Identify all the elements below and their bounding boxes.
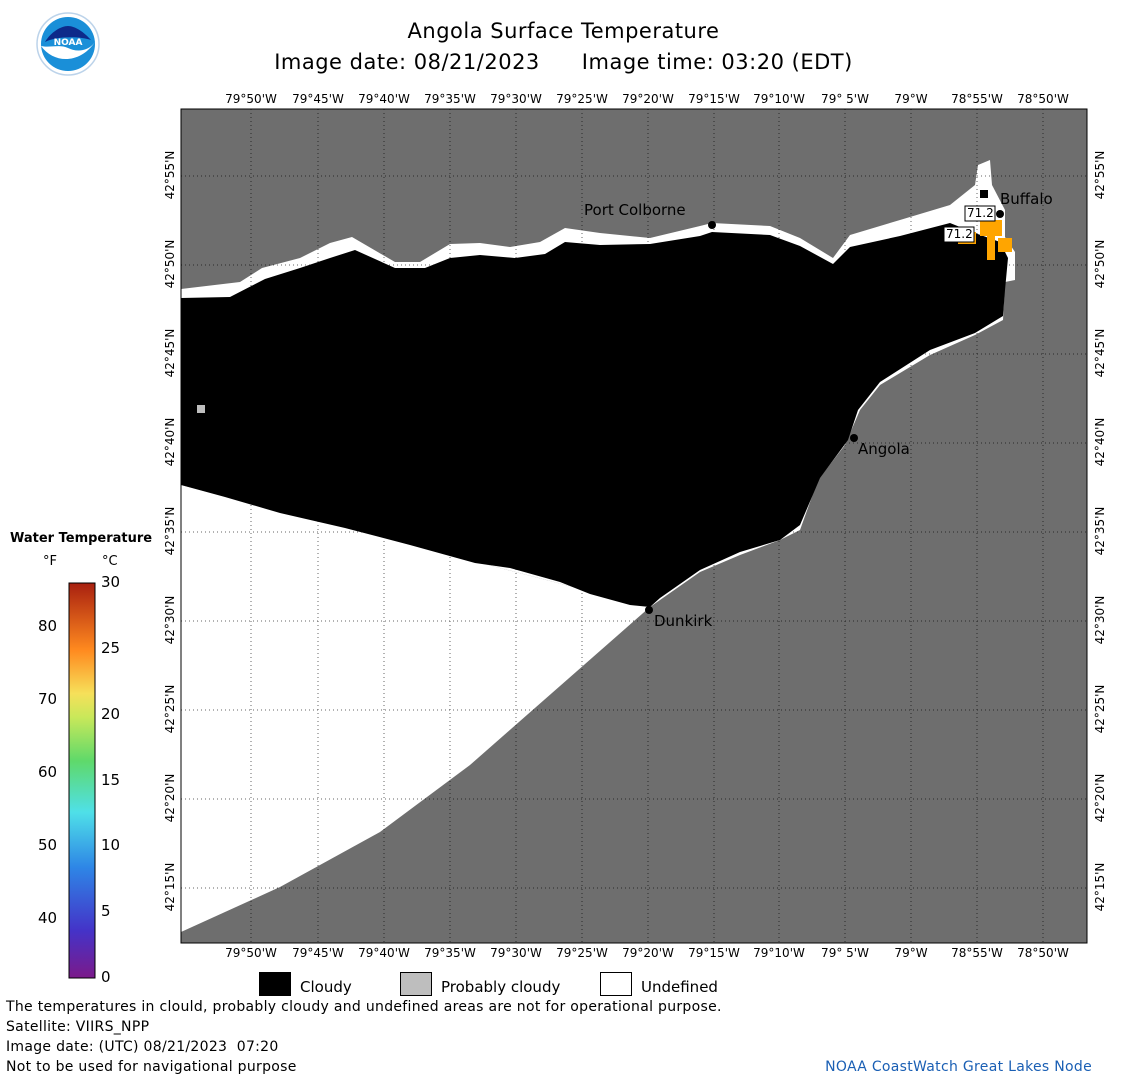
color-bar-f-tick: 50 <box>38 836 58 855</box>
lon-tick-label-top: 79°20'W <box>622 92 674 106</box>
footer-nav: Not to be used for navigational purpose <box>6 1059 297 1075</box>
color-bar-f-tick: 70 <box>38 690 58 709</box>
lat-tick-label-left: 42°30'N <box>163 595 177 645</box>
lon-tick-label-bottom: 79°35'W <box>424 946 476 960</box>
color-bar-f-tick: 80 <box>38 616 58 635</box>
lon-tick-label-bottom: 79°50'W <box>225 946 277 960</box>
lat-tick-label-right: 42°20'N <box>1093 773 1107 823</box>
lat-tick-label-right: 42°55'N <box>1093 150 1107 200</box>
legend-unit-f: °F <box>43 554 57 569</box>
lon-tick-label-top: 79°10'W <box>753 92 805 106</box>
lon-tick-label-bottom: 79°20'W <box>622 946 674 960</box>
probably-cloudy-pixel <box>197 405 205 413</box>
footer-note: The temperatures in clould, probably clo… <box>6 999 722 1015</box>
map-title: Angola Surface Temperature <box>407 19 720 43</box>
lon-tick-label-top: 79°40'W <box>358 92 410 106</box>
lat-tick-label-left: 42°40'N <box>163 417 177 467</box>
place-port-colborne: Port Colborne <box>584 201 686 219</box>
lon-tick-label-bottom: 79°45'W <box>292 946 344 960</box>
lon-tick-label-bottom: 79°30'W <box>490 946 542 960</box>
lat-tick-label-left: 42°15'N <box>163 862 177 912</box>
lat-tick-label-left: 42°35'N <box>163 506 177 556</box>
legend-title: Water Temperature <box>10 531 153 546</box>
color-bar-c-tick: 20 <box>101 704 121 723</box>
color-bar-c-tick: 30 <box>101 573 121 591</box>
image-date: Image date: 08/21/2023 <box>274 50 540 74</box>
color-bar-f-tick: 40 <box>38 909 58 928</box>
noaa-logo: NOAA <box>36 12 100 76</box>
lon-tick-label-top: 78°50'W <box>1017 92 1069 106</box>
color-bar-c-tick: 25 <box>101 638 121 657</box>
svg-text:NOAA: NOAA <box>54 38 83 48</box>
footer-credit: NOAA CoastWatch Great Lakes Node <box>825 1059 1092 1075</box>
lat-tick-label-right: 42°45'N <box>1093 328 1107 378</box>
image-time: Image time: 03:20 (EDT) <box>581 50 853 74</box>
color-bar <box>68 582 96 979</box>
lat-tick-label-left: 42°25'N <box>163 684 177 734</box>
footer-utc-date: Image date: (UTC) 08/21/2023 07:20 <box>6 1039 279 1055</box>
lon-tick-label-bottom: 78°50'W <box>1017 946 1069 960</box>
lat-tick-label-right: 42°30'N <box>1093 595 1107 645</box>
lon-tick-label-top: 79°35'W <box>424 92 476 106</box>
color-bar-c-tick: 5 <box>101 902 111 921</box>
dunkirk-marker <box>645 606 653 614</box>
lon-tick-label-bottom: 79° 5'W <box>821 946 869 960</box>
lon-tick-label-top: 78°55'W <box>951 92 1003 106</box>
temp-label-box-2 <box>943 226 975 243</box>
lon-tick-label-bottom: 79°W <box>894 946 928 960</box>
lon-tick-label-top: 79°15'W <box>688 92 740 106</box>
color-bar-c-tick: 10 <box>101 836 121 855</box>
map-frame <box>180 108 1088 944</box>
buffalo-marker <box>996 210 1004 218</box>
undefined-area <box>181 485 650 932</box>
lon-tick-label-top: 79°25'W <box>556 92 608 106</box>
lat-tick-label-right: 42°35'N <box>1093 506 1107 556</box>
lon-tick-label-top: 79°W <box>894 92 928 106</box>
probably-cloudy-swatch <box>400 972 432 996</box>
footer-satellite: Satellite: VIIRS_NPP <box>6 1019 150 1035</box>
lon-tick-label-top: 79°30'W <box>490 92 542 106</box>
lat-tick-label-left: 42°20'N <box>163 773 177 823</box>
legend-unit-c: °C <box>102 554 118 569</box>
lon-tick-label-bottom: 79°25'W <box>556 946 608 960</box>
lat-tick-label-right: 42°50'N <box>1093 239 1107 289</box>
grid-lines <box>181 109 1087 943</box>
undefined-label: Undefined <box>641 978 718 996</box>
place-angola: Angola <box>858 440 910 458</box>
lon-tick-label-bottom: 79°40'W <box>358 946 410 960</box>
color-bar-f-tick: 60 <box>38 763 58 782</box>
port-colborne-marker <box>708 221 716 229</box>
lon-tick-label-top: 79°50'W <box>225 92 277 106</box>
cloudy-area <box>181 223 1008 607</box>
color-bar-c-tick: 15 <box>101 770 121 789</box>
temp-label-2: 71.2 <box>946 227 973 241</box>
buffalo-harbor-square <box>980 190 988 198</box>
lon-tick-label-bottom: 78°55'W <box>951 946 1003 960</box>
lat-tick-label-left: 42°45'N <box>163 328 177 378</box>
temp-label-1: 71.2 <box>967 206 994 220</box>
probably-cloudy-label: Probably cloudy <box>441 978 561 996</box>
lon-tick-label-top: 79°45'W <box>292 92 344 106</box>
lon-tick-label-bottom: 79°10'W <box>753 946 805 960</box>
lat-tick-label-left: 42°55'N <box>163 150 177 200</box>
lon-tick-label-top: 79° 5'W <box>821 92 869 106</box>
angola-marker <box>850 434 858 442</box>
lon-tick-label-bottom: 79°15'W <box>688 946 740 960</box>
temp-label-box-1 <box>964 205 996 222</box>
place-dunkirk: Dunkirk <box>654 612 713 630</box>
place-buffalo: Buffalo <box>1000 190 1053 208</box>
lat-tick-label-right: 42°15'N <box>1093 862 1107 912</box>
lat-tick-label-right: 42°25'N <box>1093 684 1107 734</box>
cloudy-label: Cloudy <box>300 978 352 996</box>
color-bar-c-tick: 0 <box>101 968 111 986</box>
cloudy-swatch <box>259 972 291 996</box>
lat-tick-label-right: 42°40'N <box>1093 417 1107 467</box>
lat-tick-label-left: 42°50'N <box>163 239 177 289</box>
undefined-swatch <box>600 972 632 996</box>
map-subtitle: Image date: 08/21/2023 Image time: 03:20 … <box>0 50 1127 74</box>
